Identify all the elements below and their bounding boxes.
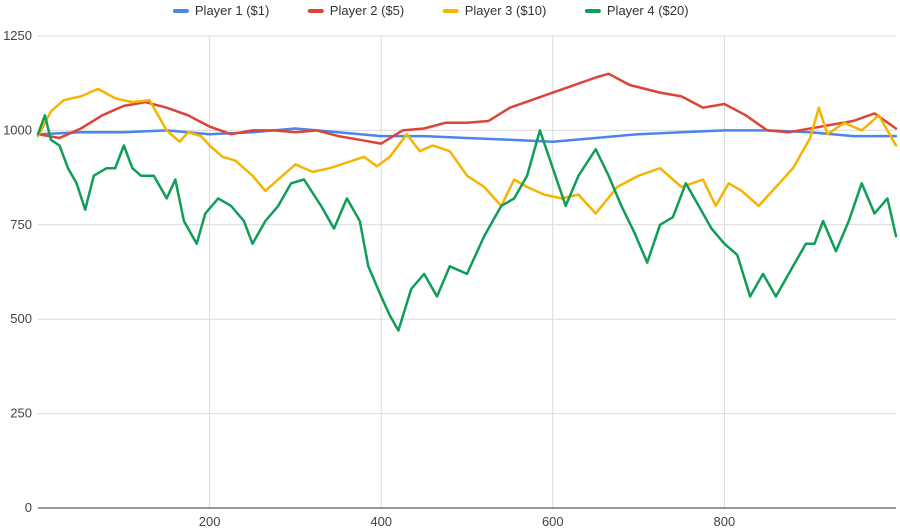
legend-swatch xyxy=(584,9,601,13)
x-tick-label: 200 xyxy=(199,514,221,529)
legend-item-player-2: Player 2 ($5) xyxy=(307,3,404,18)
legend-item-player-3: Player 3 ($10) xyxy=(442,3,547,18)
y-tick-label: 750 xyxy=(10,217,32,232)
x-tick-label: 800 xyxy=(714,514,736,529)
axes: 0 250 500 750 1000 1250 200 400 600 800 xyxy=(3,28,896,529)
legend-label: Player 1 ($1) xyxy=(195,3,269,18)
legend-swatch xyxy=(442,9,459,13)
legend-label: Player 2 ($5) xyxy=(330,3,404,18)
legend: Player 1 ($1) Player 2 ($5) Player 3 ($10)… xyxy=(172,3,689,18)
series-group xyxy=(36,72,898,332)
gridlines xyxy=(38,35,896,508)
series-line-player-2 xyxy=(36,72,898,145)
legend-item-player-1: Player 1 ($1) xyxy=(172,3,269,18)
legend-label: Player 4 ($20) xyxy=(607,3,689,18)
y-tick-label: 500 xyxy=(10,311,32,326)
series-line-player-1 xyxy=(36,127,898,143)
series-line-player-4 xyxy=(36,114,898,332)
legend-swatch xyxy=(307,9,324,13)
x-tick-label: 400 xyxy=(370,514,392,529)
y-tick-label: 250 xyxy=(10,406,32,421)
x-tick-label: 600 xyxy=(542,514,564,529)
series-line-player-3 xyxy=(36,87,898,215)
y-tick-label: 1000 xyxy=(3,122,32,137)
y-tick-label: 1250 xyxy=(3,28,32,43)
legend-item-player-4: Player 4 ($20) xyxy=(584,3,689,18)
y-tick-label: 0 xyxy=(25,500,32,515)
legend-label: Player 3 ($10) xyxy=(465,3,547,18)
legend-swatch xyxy=(172,9,189,13)
